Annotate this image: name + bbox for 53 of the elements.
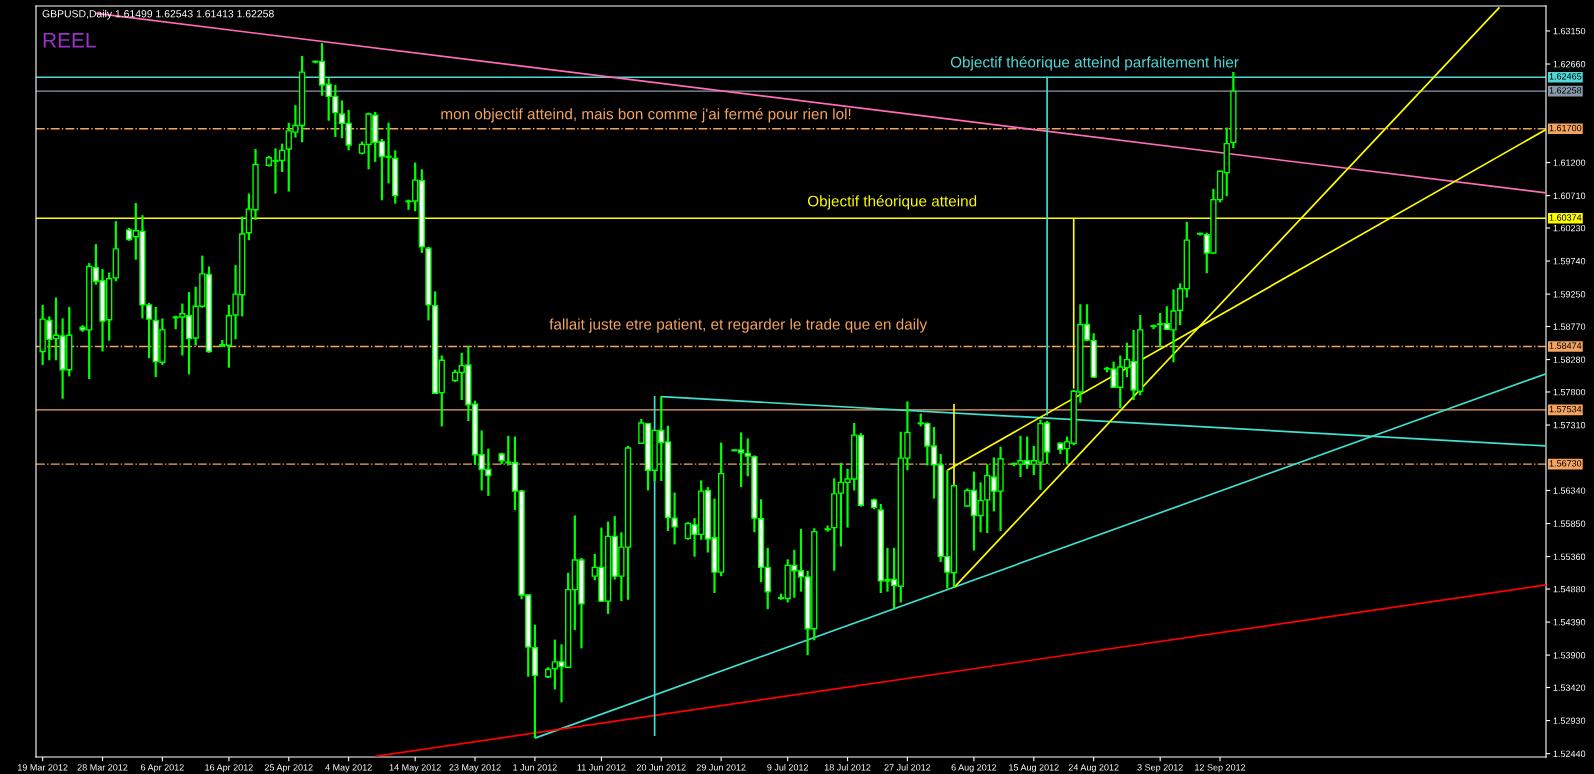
y-tick-label: 1.57800 bbox=[1553, 388, 1586, 396]
y-tick-label: 1.52440 bbox=[1553, 750, 1586, 757]
x-tick-label: 16 Apr 2012 bbox=[205, 764, 253, 773]
x-tick-label: 28 Mar 2012 bbox=[77, 764, 128, 771]
ref-line-label: 1.57534 bbox=[1549, 405, 1582, 413]
x-tick-label: 3 Sep 2012 bbox=[1137, 764, 1183, 773]
annotation: mon objectif atteind, mais bon comme j'ai fermé pour rien lol! bbox=[441, 107, 851, 123]
x-tick-label: 20 Jun 2012 bbox=[636, 764, 686, 771]
x-tick-label: 4 May 2012 bbox=[325, 764, 372, 773]
y-tick-label: 1.58280 bbox=[1553, 356, 1586, 363]
y-tick-label: 1.62660 bbox=[1553, 61, 1586, 68]
chart-title: GBPUSD,Daily 1.61499 1.62543 1.61413 1.62258 bbox=[42, 9, 274, 20]
y-tick-label: 1.58770 bbox=[1553, 323, 1586, 330]
y-tick-label: 1.52930 bbox=[1553, 717, 1586, 724]
x-tick-label: 6 Apr 2012 bbox=[141, 764, 184, 773]
annotation: Objectif théorique atteind bbox=[807, 195, 977, 210]
x-tick-label: 19 Mar 2012 bbox=[18, 764, 68, 771]
y-tick-label: 1.59740 bbox=[1553, 258, 1586, 265]
x-tick-label: 11 Jun 2012 bbox=[577, 764, 626, 771]
x-tick-label: 12 Sep 2012 bbox=[1195, 764, 1246, 773]
x-tick-label: 1 Jun 2012 bbox=[513, 764, 557, 771]
x-tick-label: 15 Aug 2012 bbox=[1009, 764, 1059, 773]
y-tick-label: 1.57310 bbox=[1553, 421, 1586, 429]
ref-line-label: 1.56730 bbox=[1549, 460, 1582, 467]
y-tick-label: 1.54390 bbox=[1553, 619, 1586, 626]
x-tick-label: 24 Aug 2012 bbox=[1068, 764, 1119, 773]
ref-line-label: 1.60374 bbox=[1549, 214, 1582, 221]
y-tick-label: 1.61200 bbox=[1553, 159, 1586, 166]
x-tick-label: 14 May 2012 bbox=[389, 764, 441, 773]
x-tick-label: 6 Aug 2012 bbox=[951, 764, 997, 773]
x-tick-label: 9 Jul 2012 bbox=[767, 763, 809, 771]
y-tick-label: 1.59250 bbox=[1553, 291, 1586, 298]
ref-line-label: 1.58474 bbox=[1549, 342, 1582, 349]
annotation: fallait juste etre patient, et regarder le trade que en daily bbox=[549, 318, 928, 333]
y-tick-label: 1.55850 bbox=[1553, 520, 1586, 527]
y-tick-label: 1.53420 bbox=[1553, 684, 1586, 691]
annotation: Objectif théorique atteind parfaitement hier bbox=[950, 56, 1239, 71]
x-tick-label: 29 Jun 2012 bbox=[696, 764, 746, 771]
y-tick-label: 1.53900 bbox=[1553, 652, 1586, 659]
ref-line-label: 1.62258 bbox=[1549, 87, 1582, 94]
y-tick-label: 1.54880 bbox=[1553, 585, 1586, 593]
x-tick-label: 18 Jul 2012 bbox=[824, 763, 871, 771]
y-tick-label: 1.60230 bbox=[1553, 224, 1586, 232]
ref-line-label: 1.62465 bbox=[1549, 73, 1582, 80]
y-tick-label: 1.56340 bbox=[1553, 487, 1586, 494]
annotation: REEL bbox=[43, 33, 96, 48]
y-tick-label: 1.63150 bbox=[1553, 27, 1586, 35]
y-tick-label: 1.60710 bbox=[1553, 192, 1586, 199]
y-tick-label: 1.55360 bbox=[1553, 553, 1586, 560]
ref-line-label: 1.61700 bbox=[1549, 124, 1582, 132]
x-tick-label: 27 Jul 2012 bbox=[884, 763, 931, 771]
x-tick-label: 23 May 2012 bbox=[449, 764, 501, 773]
x-tick-label: 25 Apr 2012 bbox=[264, 764, 313, 773]
